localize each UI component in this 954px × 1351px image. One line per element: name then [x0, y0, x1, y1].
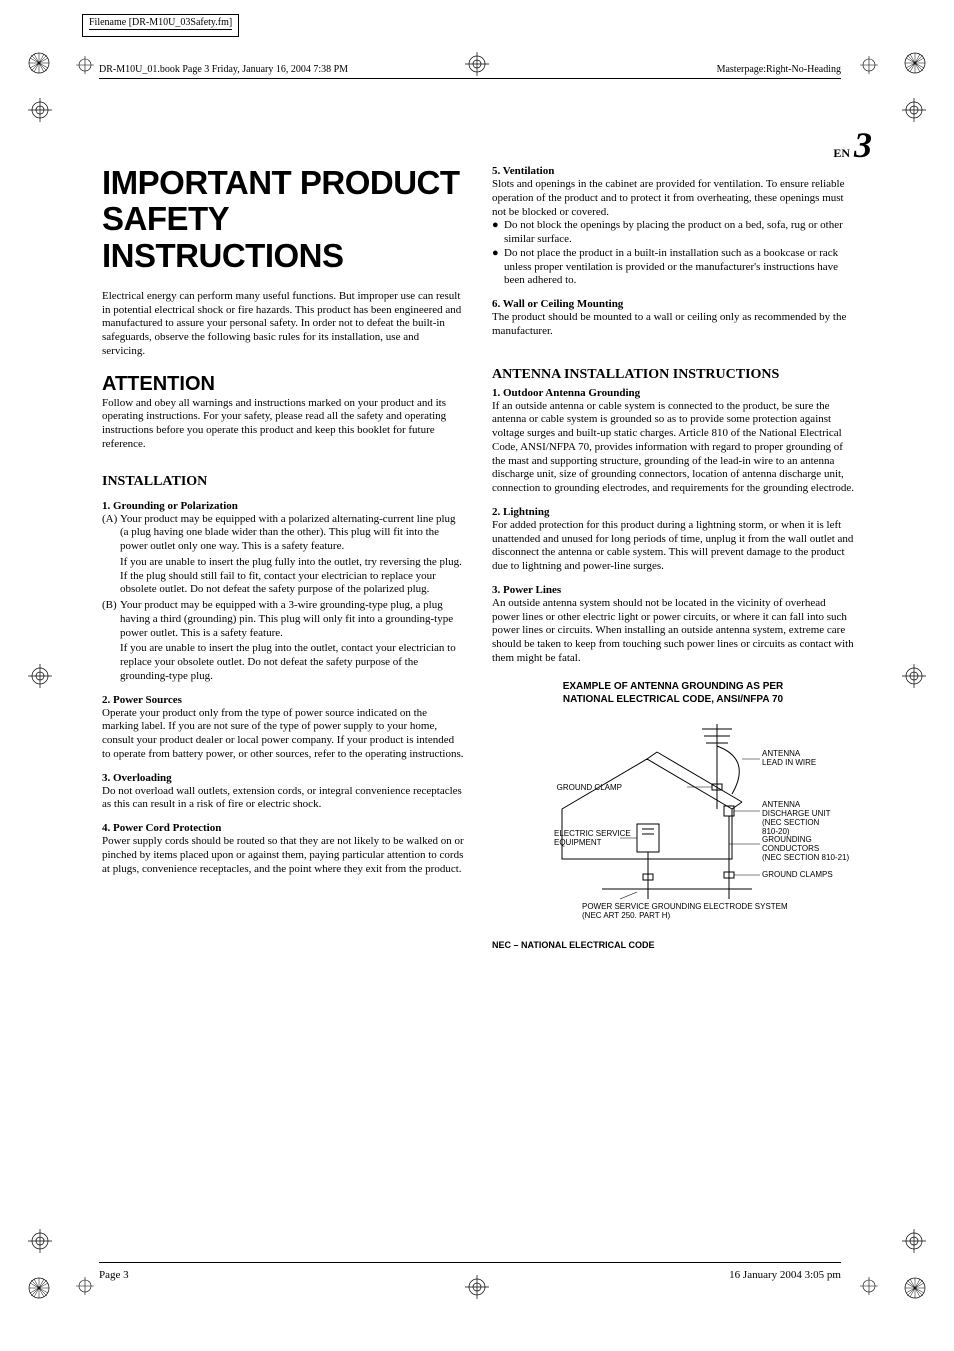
page-en-label: EN: [833, 146, 850, 160]
crosshair-right-bot: [902, 1229, 926, 1253]
diagram-caption: NEC – NATIONAL ELECTRICAL CODE: [492, 940, 854, 950]
item5-bullet2: Do not place the product in a built-in i…: [504, 247, 854, 288]
item3-text: Do not overload wall outlets, extension …: [102, 785, 464, 813]
svg-text:EQUIPMENT: EQUIPMENT: [554, 838, 602, 847]
crosshair-left-bot: [28, 1229, 52, 1253]
item5-bullets: ●Do not block the openings by placing th…: [492, 219, 854, 288]
item1-b-text: Your product may be equipped with a 3-wi…: [120, 599, 464, 640]
crosshair-left-mid: [28, 664, 52, 688]
reg-mark-tl: [28, 52, 50, 74]
footer-right: 16 January 2004 3:05 pm: [729, 1269, 841, 1281]
filename-label: Filename [DR-M10U_03Safety.fm]: [89, 17, 232, 30]
item2-text: Operate your product only from the type …: [102, 707, 464, 762]
item4-title: 4. Power Cord Protection: [102, 822, 464, 834]
item1-list: (A) Your product may be equipped with a …: [102, 513, 464, 684]
svg-text:GROUNDING: GROUNDING: [762, 835, 812, 844]
footer-left: Page 3: [99, 1269, 129, 1281]
item5-text: Slots and openings in the cabinet are pr…: [492, 178, 854, 219]
svg-text:(NEC SECTION 810-21): (NEC SECTION 810-21): [762, 853, 849, 862]
main-title: IMPORTANT PRODUCT SAFETY INSTRUCTIONS: [102, 165, 464, 274]
item6-text: The product should be mounted to a wall …: [492, 311, 854, 339]
diagram-title: EXAMPLE OF ANTENNA GROUNDING AS PER NATI…: [492, 680, 854, 706]
item1-a-marker: (A): [102, 513, 120, 554]
svg-text:POWER SERVICE GROUNDING ELECTR: POWER SERVICE GROUNDING ELECTRODE SYSTEM: [582, 902, 788, 911]
ant2-title: 2. Lightning: [492, 506, 854, 518]
antenna-diagram: ANTENNA LEAD IN WIRE GROUND CLAMP ANTENN…: [492, 714, 854, 934]
footer-line: Page 3 16 January 2004 3:05 pm: [99, 1269, 841, 1281]
item1-a-text: Your product may be equipped with a pola…: [120, 513, 464, 554]
item2-title: 2. Power Sources: [102, 694, 464, 706]
reg-mark-bl: [28, 1277, 50, 1299]
item5-title: 5. Ventilation: [492, 165, 854, 177]
svg-text:ANTENNA: ANTENNA: [762, 800, 801, 809]
crosshair-left-top: [28, 98, 52, 122]
crosshair-footer-right: [860, 1277, 878, 1295]
crosshair-right-mid: [902, 664, 926, 688]
svg-text:DISCHARGE UNIT: DISCHARGE UNIT: [762, 809, 831, 818]
filename-box: Filename [DR-M10U_03Safety.fm]: [82, 14, 239, 37]
svg-text:LEAD IN WIRE: LEAD IN WIRE: [762, 758, 816, 767]
svg-text:CONDUCTORS: CONDUCTORS: [762, 844, 819, 853]
book-line-right: Masterpage:Right-No-Heading: [717, 64, 841, 75]
intro-paragraph: Electrical energy can perform many usefu…: [102, 290, 464, 359]
left-column: IMPORTANT PRODUCT SAFETY INSTRUCTIONS El…: [102, 165, 464, 950]
svg-text:GROUND CLAMP: GROUND CLAMP: [557, 783, 622, 792]
crosshair-header-right: [860, 56, 878, 74]
item6-title: 6. Wall or Ceiling Mounting: [492, 298, 854, 310]
item5-bullet1: Do not block the openings by placing the…: [504, 219, 854, 247]
content-area: IMPORTANT PRODUCT SAFETY INSTRUCTIONS El…: [102, 165, 854, 950]
ant3-text: An outside antenna system should not be …: [492, 597, 854, 666]
footer-rule: [99, 1262, 841, 1263]
reg-mark-br: [904, 1277, 926, 1299]
diagram-title-l1: EXAMPLE OF ANTENNA GROUNDING AS PER: [563, 681, 784, 692]
attention-heading: ATTENTION: [102, 373, 464, 396]
svg-text:ELECTRIC SERVICE: ELECTRIC SERVICE: [554, 829, 631, 838]
item1-b2-text: If you are unable to insert the plug int…: [102, 642, 464, 683]
svg-text:(NEC ART 250. PART H): (NEC ART 250. PART H): [582, 911, 671, 920]
installation-heading: INSTALLATION: [102, 474, 464, 490]
ant3-title: 3. Power Lines: [492, 584, 854, 596]
svg-text:(NEC SECTION: (NEC SECTION: [762, 818, 820, 827]
item4-text: Power supply cords should be routed so t…: [102, 835, 464, 876]
right-column: 5. Ventilation Slots and openings in the…: [492, 165, 854, 950]
diagram-title-l2: NATIONAL ELECTRICAL CODE, ANSI/NFPA 70: [563, 694, 783, 705]
ant1-text: If an outside antenna or cable system is…: [492, 400, 854, 496]
reg-mark-tr: [904, 52, 926, 74]
page-number: EN 3: [833, 124, 872, 166]
book-info-line: DR-M10U_01.book Page 3 Friday, January 1…: [99, 64, 841, 75]
crosshair-right-top: [902, 98, 926, 122]
item3-title: 3. Overloading: [102, 772, 464, 784]
ant2-text: For added protection for this product du…: [492, 519, 854, 574]
crosshair-header-left: [76, 56, 94, 74]
attention-paragraph: Follow and obey all warnings and instruc…: [102, 397, 464, 452]
svg-text:ANTENNA: ANTENNA: [762, 749, 801, 758]
svg-text:GROUND CLAMPS: GROUND CLAMPS: [762, 870, 833, 879]
page-num: 3: [854, 125, 872, 165]
item1-a2-text: If you are unable to insert the plug ful…: [102, 556, 464, 597]
item1-b-marker: (B): [102, 599, 120, 640]
antenna-heading: ANTENNA INSTALLATION INSTRUCTIONS: [492, 367, 854, 383]
item1-title: 1. Grounding or Polarization: [102, 500, 464, 512]
ant1-title: 1. Outdoor Antenna Grounding: [492, 387, 854, 399]
crosshair-footer-left: [76, 1277, 94, 1295]
book-line-left: DR-M10U_01.book Page 3 Friday, January 1…: [99, 64, 348, 75]
